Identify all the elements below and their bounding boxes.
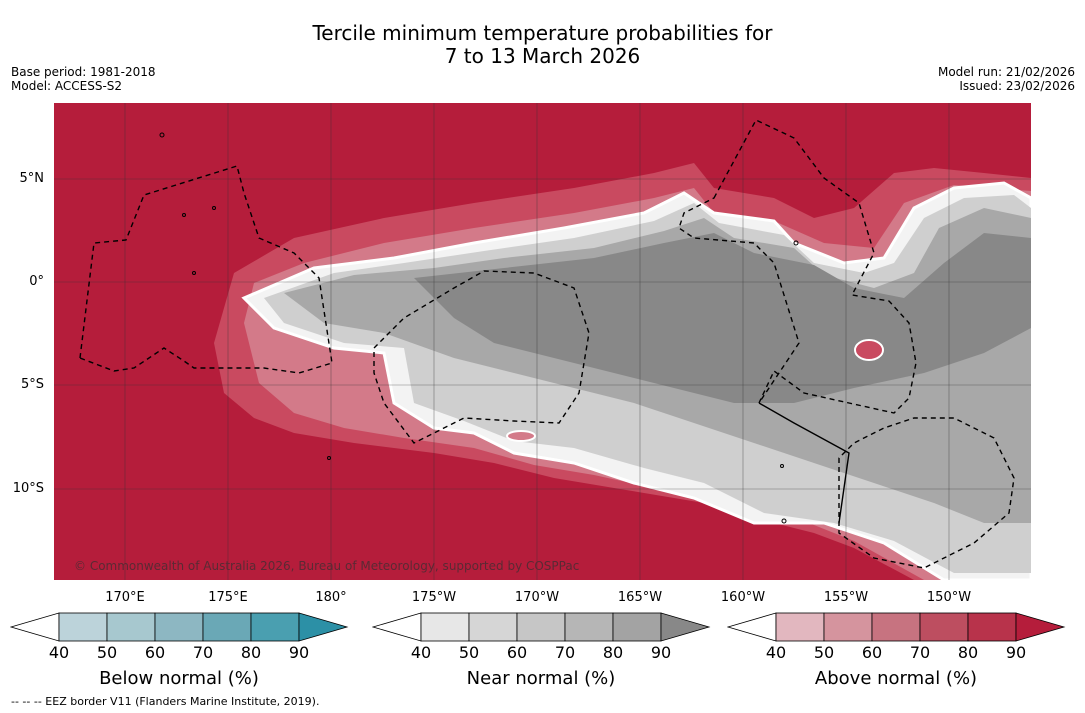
lon-label-155w: 155°W: [823, 590, 869, 605]
near-tick: 70: [554, 643, 576, 662]
near-normal-field-dark: [414, 233, 1031, 403]
colorbar-swatch: [775, 612, 825, 642]
colorbar-swatch: [967, 612, 1017, 642]
colorbar-swatch: [420, 612, 470, 642]
above-tick: 90: [1005, 643, 1027, 662]
near-tick: 50: [458, 643, 480, 662]
lon-label-160w: 160°W: [720, 590, 766, 605]
below-tick: 50: [96, 643, 118, 662]
above-tick: 80: [957, 643, 979, 662]
base-period: Base period: 1981-2018: [11, 65, 156, 79]
lon-label-170e: 170°E: [105, 590, 145, 605]
near-normal-label: Near normal (%): [466, 668, 616, 689]
below-tick: 90: [288, 643, 310, 662]
colorbar-swatch: [468, 612, 518, 642]
probability-map: © Commonwealth of Australia 2026, Bureau…: [54, 103, 1031, 580]
above-tick: 70: [909, 643, 931, 662]
colorbar-low-triangle: [10, 612, 60, 642]
near-tick: 90: [650, 643, 672, 662]
above-tick: 40: [765, 643, 787, 662]
meta-right: Model run: 21/02/2026 Issued: 23/02/2026: [938, 65, 1075, 93]
above-normal-pocket: [854, 339, 884, 361]
colorbar-below-normal: [10, 612, 349, 642]
eez-border-solid: [758, 402, 850, 524]
lat-label-5s: 5°S: [20, 377, 44, 392]
eez-footnote: -- -- -- EEZ border V11 (Flanders Marine…: [11, 695, 320, 708]
gridlines: [54, 103, 1031, 580]
below-tick: 60: [144, 643, 166, 662]
colorbar-swatch: [250, 612, 300, 642]
below-tick: 70: [192, 643, 214, 662]
below-normal-label: Below normal (%): [99, 668, 259, 689]
colorbar-above-normal: [727, 612, 1066, 642]
colorbar-swatch: [564, 612, 614, 642]
lon-label-170w: 170°W: [514, 590, 560, 605]
lon-label-180: 180°: [315, 590, 347, 605]
lat-label-0: 0°: [29, 274, 44, 289]
issued-date: Issued: 23/02/2026: [959, 79, 1075, 93]
near-tick: 40: [410, 643, 432, 662]
map-title: Tercile minimum temperature probabilitie…: [0, 22, 1085, 68]
near-tick: 60: [506, 643, 528, 662]
above-normal-pocket-small: [506, 430, 536, 442]
colorbar-high-triangle: [1015, 612, 1066, 642]
colorbar-low-triangle: [372, 612, 422, 642]
eez-borders: [79, 119, 1015, 569]
colorbar-low-triangle: [727, 612, 777, 642]
below-tick: 40: [48, 643, 70, 662]
above-normal-label: Above normal (%): [814, 668, 978, 689]
near-tick: 80: [602, 643, 624, 662]
colorbar-near-normal: [372, 612, 711, 642]
above-tick: 50: [813, 643, 835, 662]
below-tick: 80: [240, 643, 262, 662]
colorbar-swatch: [58, 612, 108, 642]
colorbar-swatch: [612, 612, 662, 642]
lon-label-175w: 175°W: [411, 590, 457, 605]
colorbar-high-triangle: [660, 612, 711, 642]
lat-label-5n: 5°N: [19, 171, 45, 186]
model-run: Model run: 21/02/2026: [937, 65, 1075, 79]
lon-label-150w: 150°W: [926, 590, 972, 605]
colorbar-swatch: [919, 612, 969, 642]
colorbar-swatch: [202, 612, 252, 642]
model-name: Model: ACCESS-S2: [11, 79, 123, 93]
colorbar-swatch: [154, 612, 204, 642]
lon-label-165w: 165°W: [617, 590, 663, 605]
copyright-text: © Commonwealth of Australia 2026, Bureau…: [74, 559, 579, 573]
title-line-2: 7 to 13 March 2026: [444, 44, 641, 68]
title-line-1: Tercile minimum temperature probabilitie…: [312, 21, 773, 45]
colorbar-swatch: [871, 612, 921, 642]
colorbar-high-triangle: [298, 612, 349, 642]
colorbar-swatch: [106, 612, 156, 642]
colorbar-swatch: [823, 612, 873, 642]
lat-label-10s: 10°S: [12, 481, 44, 496]
islands: [159, 132, 799, 524]
above-tick: 60: [861, 643, 883, 662]
lon-label-175e: 175°E: [208, 590, 248, 605]
meta-left: Base period: 1981-2018 Model: ACCESS-S2: [11, 65, 156, 93]
colorbar-swatch: [516, 612, 566, 642]
